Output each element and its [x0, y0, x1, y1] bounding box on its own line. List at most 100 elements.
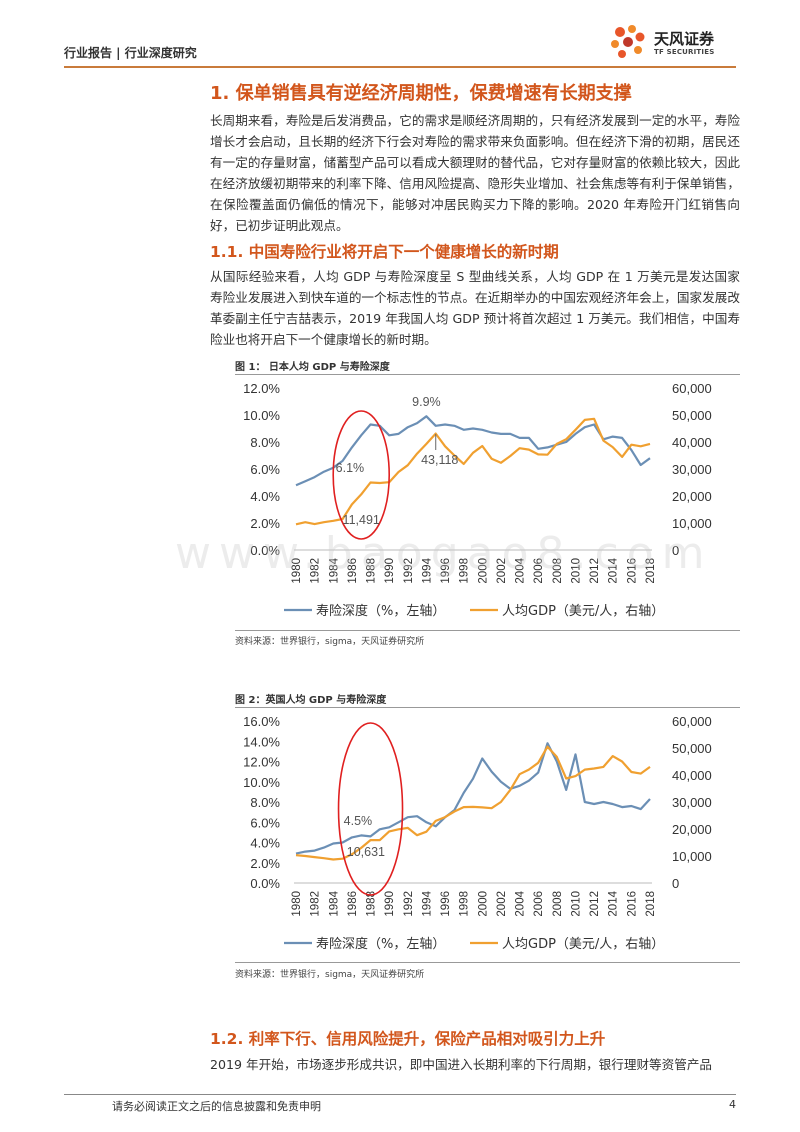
x-tick-label: 2000 [477, 558, 489, 584]
x-tick-label: 1998 [459, 891, 471, 917]
y-left-tick-label: 2.0% [250, 856, 280, 871]
y-left-tick-label: 16.0% [243, 714, 280, 729]
x-tick-label: 1980 [291, 891, 303, 917]
x-tick-label: 2018 [645, 558, 657, 584]
legend-gdp-label: 人均GDP（美元/人，右轴） [502, 937, 664, 952]
figure-1-top-rule [235, 374, 740, 375]
y-left-tick-label: 10.0% [243, 408, 280, 423]
figure-2-chart: 0.0% 2.0% 4.0% 6.0% 8.0% 10.0% 12.0% 14.0% 16.0%… [243, 714, 712, 952]
y-right-tick-label: 40,000 [672, 768, 712, 783]
x-tick-label: 1986 [347, 891, 359, 917]
y-left-tick-label: 0.0% [250, 876, 280, 891]
y-right-tick-label: 60,000 [672, 714, 712, 729]
x-tick-label: 2008 [552, 558, 564, 584]
footer-disclaimer: 请务必阅读正文之后的信息披露和免责申明 [112, 1100, 321, 1113]
legend-depth-label: 寿险深度（%，左轴） [316, 936, 445, 952]
x-tick-label: 2010 [570, 891, 582, 917]
x-tick-label: 1990 [384, 558, 396, 584]
y-left-tick-label: 8.0% [250, 795, 280, 810]
y-right-tick-label: 60,000 [672, 381, 712, 396]
x-tick-label: 2018 [645, 891, 657, 917]
x-tick-label: 2004 [515, 557, 527, 583]
x-tick-label: 2000 [477, 891, 489, 917]
y-left-tick-label: 14.0% [243, 734, 280, 749]
data-annotation: 4.5% [344, 814, 373, 828]
x-tick-label: 2002 [496, 558, 508, 584]
x-tick-label: 1992 [403, 891, 415, 917]
y-left-tick-label: 4.0% [250, 489, 280, 504]
x-tick-label: 2014 [608, 557, 620, 583]
y-left-tick-label: 12.0% [243, 381, 280, 396]
figure-2-bottom-rule [235, 962, 740, 963]
x-tick-label: 2006 [533, 558, 545, 584]
y-right-tick-label: 40,000 [672, 435, 712, 450]
x-tick-label: 1982 [310, 558, 322, 584]
x-tick-label: 2004 [515, 890, 527, 916]
figure-1-source: 资料来源：世界银行，sigma，天风证券研究所 [235, 637, 425, 647]
watermark: www.baogao8.com [175, 528, 713, 579]
x-tick-label: 2016 [626, 891, 638, 917]
y-right-tick-label: 10,000 [672, 849, 712, 864]
header-divider [64, 66, 736, 68]
figure-2-source: 资料来源：世界银行，sigma，天风证券研究所 [235, 970, 425, 980]
footer-divider [64, 1094, 736, 1095]
y-left-tick-label: 4.0% [250, 836, 280, 851]
y-right-tick-label: 30,000 [672, 462, 712, 477]
y-left-tick-label: 2.0% [250, 516, 280, 531]
legend-gdp-label: 人均GDP（美元/人，右轴） [502, 604, 664, 619]
x-tick-label: 2016 [626, 558, 638, 584]
highlight-circle [337, 722, 404, 896]
y-left-tick-label: 6.0% [250, 462, 280, 477]
figure-1-chart: 0.0% 2.0% 4.0% 6.0% 8.0% 10.0% 12.0% 0 10,000 20,… [243, 381, 712, 619]
x-tick-label: 1980 [291, 558, 303, 584]
x-tick-label: 1990 [384, 891, 396, 917]
y-right-tick-label: 0 [672, 543, 679, 558]
legend-depth-label: 寿险深度（%，左轴） [316, 603, 445, 619]
data-annotation: 9.9% [412, 395, 441, 409]
x-tick-label: 1996 [440, 891, 452, 917]
x-tick-label: 1984 [328, 557, 340, 583]
life-insurance-depth-line [295, 742, 651, 855]
logo-flower-icon [611, 25, 645, 58]
x-tick-label: 2002 [496, 891, 508, 917]
data-annotation: 11,491 [343, 513, 380, 527]
data-annotation: 6.1% [336, 461, 365, 475]
y-left-tick-label: 0.0% [250, 543, 280, 558]
x-tick-label: 1984 [328, 890, 340, 916]
x-tick-label: 1988 [366, 558, 378, 584]
figure-1-title: 图 1： 日本人均 GDP 与寿险深度 [235, 362, 390, 373]
data-annotation: 43,118 [421, 453, 458, 467]
x-tick-label: 1996 [440, 558, 452, 584]
x-tick-label: 2006 [533, 891, 545, 917]
report-header-label: 行业报告 | 行业深度研究 [64, 46, 197, 60]
gdp-per-capita-line [295, 745, 651, 861]
y-right-tick-label: 20,000 [672, 489, 712, 504]
life-insurance-depth-line [295, 415, 651, 487]
x-tick-label: 2010 [570, 558, 582, 584]
y-right-tick-label: 50,000 [672, 408, 712, 423]
x-tick-label: 2014 [608, 890, 620, 916]
y-right-tick-label: 0 [672, 876, 679, 891]
page-number: 4 [729, 1098, 736, 1111]
figure-2-top-rule [235, 707, 740, 708]
section-1-2-title: 1.2. 利率下行、信用风险提升，保险产品相对吸引力上升 [210, 1030, 606, 1048]
data-annotation: 10,631 [347, 845, 385, 859]
x-tick-label: 1994 [421, 890, 433, 916]
section-1-paragraph: 长周期来看，寿险是后发消费品，它的需求是顺经济周期的，只有经济发展到一定的水平，… [210, 113, 740, 233]
section-1-1-paragraph: 从国际经验来看，人均 GDP 与寿险深度呈 S 型曲线关系，人均 GDP 在 1… [210, 269, 740, 347]
logo-name: 天风证券 [654, 30, 715, 48]
y-left-tick-label: 8.0% [250, 435, 280, 450]
x-tick-label: 1982 [310, 891, 322, 917]
x-tick-label: 1994 [421, 557, 433, 583]
x-tick-label: 1986 [347, 558, 359, 584]
x-tick-label: 2012 [589, 891, 601, 917]
gdp-per-capita-line [295, 417, 651, 526]
y-left-tick-label: 10.0% [243, 775, 280, 790]
x-tick-label: 2012 [589, 558, 601, 584]
figure-2-title: 图 2：英国人均 GDP 与寿险深度 [235, 695, 387, 706]
y-right-tick-label: 20,000 [672, 822, 712, 837]
y-left-tick-label: 6.0% [250, 815, 280, 830]
figure-1-bottom-rule [235, 630, 740, 631]
section-1-2-paragraph: 2019 年开始，市场逐步形成共识，即中国进入长期利率的下行周期，银行理财等资管… [210, 1057, 713, 1072]
y-right-tick-label: 10,000 [672, 516, 712, 531]
